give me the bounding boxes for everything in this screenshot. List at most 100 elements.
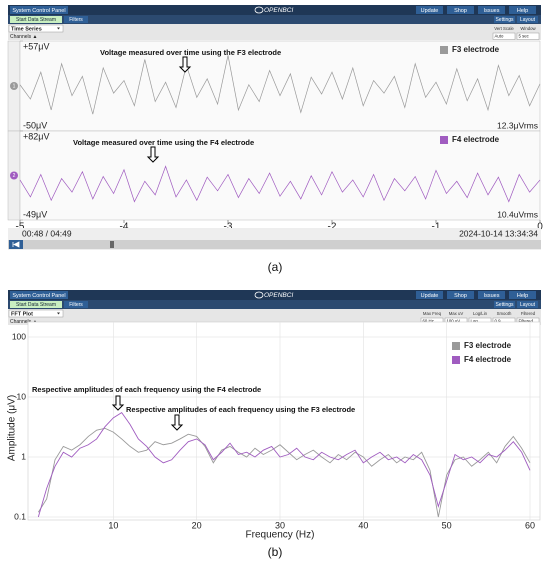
control-value: 100 uV <box>447 319 461 324</box>
top-button-label: Update <box>421 293 439 299</box>
channel-number: 2 <box>13 173 16 179</box>
top-button[interactable] <box>509 291 536 299</box>
control-value: Auto <box>495 34 504 39</box>
x-axis-label: Frequency (Hz) <box>246 530 315 541</box>
channel-badge[interactable] <box>10 82 18 90</box>
toolbar-button[interactable] <box>64 301 88 308</box>
channels-toggle[interactable]: Channels ▲ <box>10 319 37 325</box>
x-tick-label: 40 <box>358 520 368 530</box>
toolbar-button-label: Filters <box>69 302 83 308</box>
toolbar-button-label: Settings <box>495 17 514 23</box>
toolbar-button-label: Settings <box>495 302 514 308</box>
toolbar-button[interactable] <box>64 16 88 23</box>
panel-button[interactable] <box>10 291 68 299</box>
top-button[interactable] <box>447 291 474 299</box>
legend-label: F3 electrode <box>464 341 512 350</box>
y-tick-label: 0.1 <box>14 511 26 521</box>
top-button-label: Issues <box>484 8 500 14</box>
arrow <box>146 146 160 163</box>
toolbar-button-label: Start Data Stream <box>16 17 56 23</box>
toolbar-button-label: Filters <box>69 17 83 23</box>
y-tick-label: +82μV <box>23 131 49 141</box>
control-label: Filtered <box>521 311 536 316</box>
widget-name: Time Series <box>11 26 42 32</box>
toolbar-button[interactable] <box>494 301 515 308</box>
widget-select[interactable] <box>8 24 64 33</box>
x-tick-label: -2 <box>328 222 337 233</box>
top-button[interactable] <box>416 291 443 299</box>
channel-number: 1 <box>13 84 16 90</box>
top-button[interactable] <box>509 6 536 14</box>
x-tick-label: 20 <box>192 520 202 530</box>
control-label: Window <box>520 26 536 31</box>
top-button-label: Update <box>421 8 439 14</box>
control-value: 0.9 <box>495 319 502 324</box>
toolbar-button[interactable] <box>10 16 62 23</box>
control-value: 60 Hz <box>423 319 434 324</box>
toolbar-button[interactable] <box>517 16 538 23</box>
legend-swatch <box>452 342 460 350</box>
top-bar <box>8 5 541 15</box>
top-button-label: Issues <box>484 293 500 299</box>
annotation: Respective amplitudes of each frequency … <box>32 385 261 394</box>
logo: OPENBCI <box>264 7 293 14</box>
toolbar-button-label: Layout <box>520 17 536 23</box>
control-label: Smooth <box>497 311 512 316</box>
widget-name: FFT Plot <box>11 311 33 317</box>
x-tick-label: -3 <box>224 222 233 233</box>
legend-swatch <box>440 46 448 54</box>
widget-bar <box>8 24 541 40</box>
top-button[interactable] <box>478 6 505 14</box>
top-button[interactable] <box>478 291 505 299</box>
top-button-label: Shop <box>454 8 467 14</box>
top-button[interactable] <box>447 6 474 14</box>
scrollbar-thumb[interactable] <box>110 241 114 248</box>
rms-label: 12.3μVrms <box>497 120 538 130</box>
figure-label: (a) <box>268 260 283 274</box>
toolbar <box>8 15 541 24</box>
scrollbar-track <box>8 240 541 249</box>
legend-swatch <box>452 356 460 364</box>
toolbar-button[interactable] <box>517 301 538 308</box>
top-button[interactable] <box>416 6 443 14</box>
arrow <box>111 395 125 411</box>
x-tick-label: -4 <box>120 222 129 233</box>
control-value: 5 sec <box>519 34 530 39</box>
widget-select[interactable] <box>8 309 64 318</box>
x-tick-label: 50 <box>442 520 452 530</box>
legend-swatch <box>440 136 448 144</box>
figure-label: (b) <box>268 545 283 559</box>
data-line <box>37 427 531 518</box>
dropdown-arrow <box>57 27 60 30</box>
playback-time: 00:48 / 04:49 <box>22 228 72 238</box>
toolbar-button[interactable] <box>494 16 515 23</box>
legend-label: F4 electrode <box>464 355 512 364</box>
annotation: Voltage measured over time using the F3 … <box>100 48 281 57</box>
legend-label: F3 electrode <box>452 45 500 54</box>
y-axis-label: Amplitude (μV) <box>7 395 18 461</box>
logo-mark <box>254 291 264 299</box>
y-tick-label: +57μV <box>23 41 49 51</box>
x-tick-label: 10 <box>108 520 118 530</box>
top-button-label: Help <box>517 8 528 14</box>
arrow <box>170 414 184 431</box>
data-line <box>19 55 541 115</box>
panel-title: System Control Panel <box>12 293 65 299</box>
channels-toggle[interactable]: Channels ▲ <box>10 34 37 40</box>
channel-badge[interactable] <box>10 171 18 180</box>
control-label: Vert Scale <box>494 26 514 31</box>
x-tick-label: 30 <box>275 520 285 530</box>
panel-title: System Control Panel <box>12 8 65 14</box>
toolbar-button-label: Layout <box>520 302 536 308</box>
widget-bar <box>8 309 541 325</box>
rms-label: 10.4uVrms <box>497 209 538 219</box>
control-label: Log/Lin <box>473 311 488 316</box>
top-button-label: Help <box>517 293 528 299</box>
control-select[interactable] <box>516 32 540 40</box>
panel-button[interactable] <box>10 6 68 14</box>
control-select[interactable] <box>492 32 516 40</box>
y-tick-label: 1 <box>21 451 26 461</box>
toolbar-button[interactable] <box>10 301 62 308</box>
